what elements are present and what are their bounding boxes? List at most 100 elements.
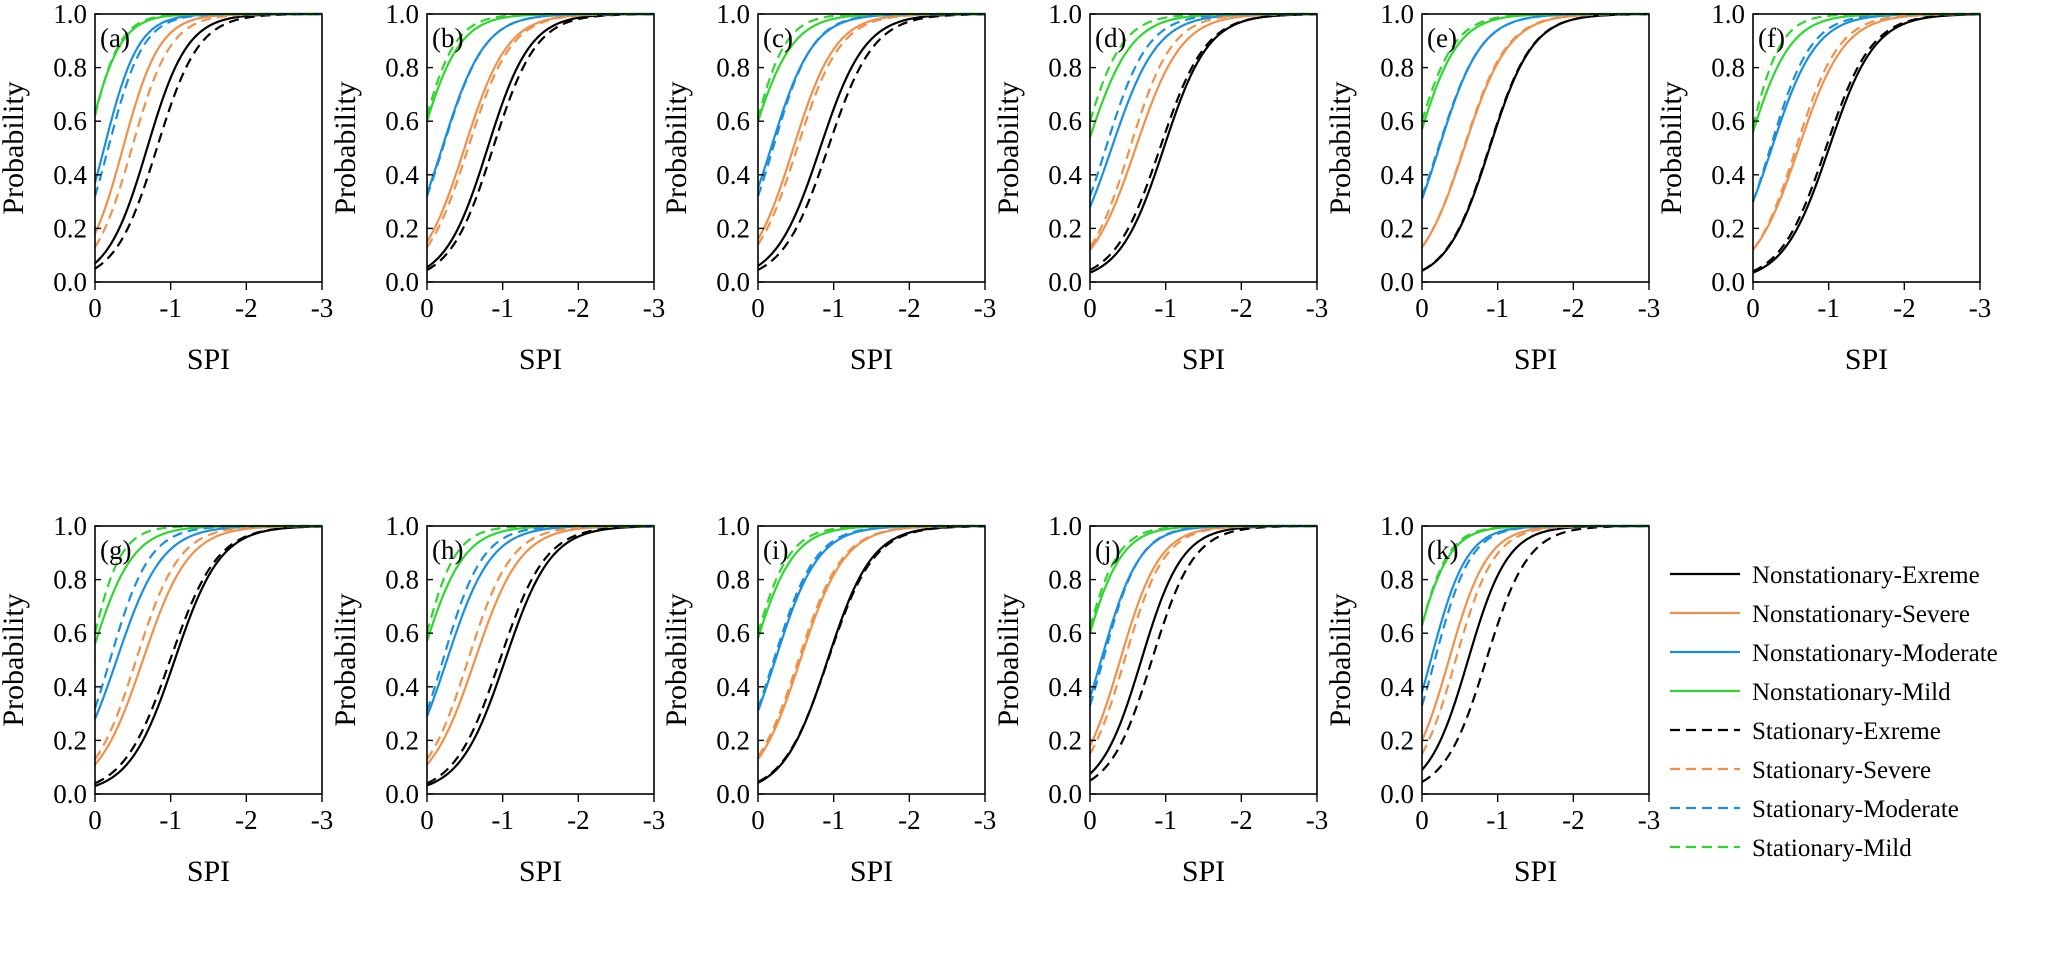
legend-entry-label: Nonstationary-Severe <box>1752 601 1970 628</box>
stationary-extreme-line <box>1089 13 1318 271</box>
y-tick-label: 0.6 <box>1380 618 1414 648</box>
panel-d: 0.0 0.2 0.4 0.6 0.8 1.0 0 -1 -2 -3 SPI Probability (… <box>992 0 1328 376</box>
nonstationary-extreme-line <box>426 525 655 787</box>
nonstationary-extreme-line <box>757 525 986 784</box>
nonstationary-extreme-line <box>94 525 323 787</box>
stationary-severe-line <box>426 12 654 248</box>
stationary-mild-line <box>1751 12 1980 127</box>
y-axis-title: Probability <box>1324 81 1357 214</box>
y-tick-label: 0.2 <box>716 213 750 243</box>
legend: Nonstationary-Exreme Nonstationary-Severe… <box>1670 562 1998 862</box>
y-tick-label: 0.8 <box>385 565 419 595</box>
x-tick-label: -3 <box>1969 293 1992 323</box>
panel-k: 0.0 0.2 0.4 0.6 0.8 1.0 0 -1 -2 -3 SPI Probability (… <box>1324 511 1660 888</box>
y-tick-label: 0.8 <box>1048 53 1082 83</box>
x-tick-label: -3 <box>974 805 997 835</box>
y-tick-label: 0.0 <box>1711 267 1745 297</box>
stationary-severe-line <box>426 524 654 760</box>
x-tick-label: -3 <box>643 805 666 835</box>
x-tick-label: 0 <box>1746 293 1760 323</box>
x-tick-label: 0 <box>1083 805 1097 835</box>
y-tick-label: 0.4 <box>1380 672 1414 702</box>
y-tick-label: 1.0 <box>385 511 419 541</box>
y-tick-label: 1.0 <box>1048 511 1082 541</box>
panel-label: (h) <box>432 535 463 565</box>
x-tick-label: -1 <box>822 805 845 835</box>
y-axis-title: Probability <box>329 81 362 214</box>
y-tick-label: 1.0 <box>1380 0 1414 29</box>
y-tick-label: 0.2 <box>1048 213 1082 243</box>
x-tick-label: -1 <box>1154 293 1177 323</box>
y-tick-label: 0.6 <box>716 618 750 648</box>
plot-frame <box>1752 13 1981 283</box>
y-tick-label: 0.0 <box>53 779 87 809</box>
y-tick-label: 0.6 <box>53 106 87 136</box>
x-tick-label: -1 <box>491 293 514 323</box>
y-axis-title: Probability <box>0 81 30 214</box>
x-axis-title: SPI <box>1514 343 1557 376</box>
y-tick-label: 0.8 <box>716 565 750 595</box>
nonstationary-mild-line <box>1751 12 1980 133</box>
x-tick-label: -1 <box>1154 805 1177 835</box>
y-tick-label: 0.6 <box>53 618 87 648</box>
y-axis-title: Probability <box>660 81 693 214</box>
stationary-extreme-line <box>1752 13 1981 273</box>
y-tick-label: 1.0 <box>1711 0 1745 29</box>
y-tick-label: 1.0 <box>716 0 750 29</box>
y-tick-label: 1.0 <box>385 0 419 29</box>
x-tick-label: -2 <box>898 805 921 835</box>
panel-label: (b) <box>432 23 463 53</box>
x-axis-title: SPI <box>519 855 562 888</box>
y-tick-label: 0.6 <box>716 106 750 136</box>
y-tick-label: 0.4 <box>53 160 87 190</box>
x-tick-label: 0 <box>751 293 765 323</box>
x-tick-label: -2 <box>567 293 590 323</box>
y-tick-label: 0.6 <box>385 618 419 648</box>
y-tick-label: 0.2 <box>385 725 419 755</box>
x-tick-label: -3 <box>311 805 334 835</box>
y-tick-label: 0.0 <box>716 267 750 297</box>
panel-a: 0.0 0.2 0.4 0.6 0.8 1.0 0 -1 -2 -3 SPI Probability (… <box>0 0 333 376</box>
nonstationary-severe-line <box>757 524 985 760</box>
panel-b: 0.0 0.2 0.4 0.6 0.8 1.0 0 -1 -2 -3 SPI Probability (… <box>329 0 665 376</box>
y-tick-label: 0.4 <box>1048 672 1082 702</box>
x-tick-label: -1 <box>159 805 182 835</box>
y-tick-label: 0.0 <box>53 267 87 297</box>
y-tick-label: 0.0 <box>385 779 419 809</box>
stationary-moderate-line <box>425 12 654 197</box>
stationary-severe-line <box>757 12 985 246</box>
stationary-extreme-line <box>1089 525 1318 782</box>
y-tick-label: 0.2 <box>716 725 750 755</box>
y-tick-label: 0.6 <box>385 106 419 136</box>
panel-label: (j) <box>1095 535 1120 565</box>
y-tick-label: 0.8 <box>1380 53 1414 83</box>
x-tick-label: -2 <box>1562 293 1585 323</box>
stationary-severe-line <box>757 524 986 758</box>
legend-entry-label: Stationary-Exreme <box>1752 718 1941 745</box>
y-tick-label: 0.2 <box>1711 213 1745 243</box>
y-tick-label: 0.8 <box>385 53 419 83</box>
y-tick-label: 0.8 <box>53 565 87 595</box>
y-tick-label: 0.0 <box>1380 267 1414 297</box>
stationary-severe-line <box>1089 12 1317 248</box>
stationary-extreme-line <box>426 525 655 785</box>
x-tick-label: 0 <box>1415 805 1429 835</box>
x-tick-label: -3 <box>311 293 334 323</box>
x-tick-label: -2 <box>1230 293 1253 323</box>
y-tick-label: 0.6 <box>1048 618 1082 648</box>
x-axis-title: SPI <box>1182 343 1225 376</box>
y-tick-label: 0.4 <box>1711 160 1745 190</box>
panel-label: (g) <box>100 535 131 565</box>
x-tick-label: -3 <box>1306 805 1329 835</box>
panel-label: (f) <box>1758 23 1785 53</box>
y-tick-label: 0.8 <box>716 53 750 83</box>
y-tick-label: 1.0 <box>53 511 87 541</box>
x-axis-title: SPI <box>1845 343 1888 376</box>
stationary-mild-line <box>1088 524 1317 629</box>
x-tick-label: -1 <box>159 293 182 323</box>
y-tick-label: 0.2 <box>53 725 87 755</box>
stationary-mild-line <box>756 524 985 634</box>
panel-label: (i) <box>763 535 788 565</box>
panel-label: (a) <box>100 23 130 53</box>
x-axis-title: SPI <box>1182 855 1225 888</box>
